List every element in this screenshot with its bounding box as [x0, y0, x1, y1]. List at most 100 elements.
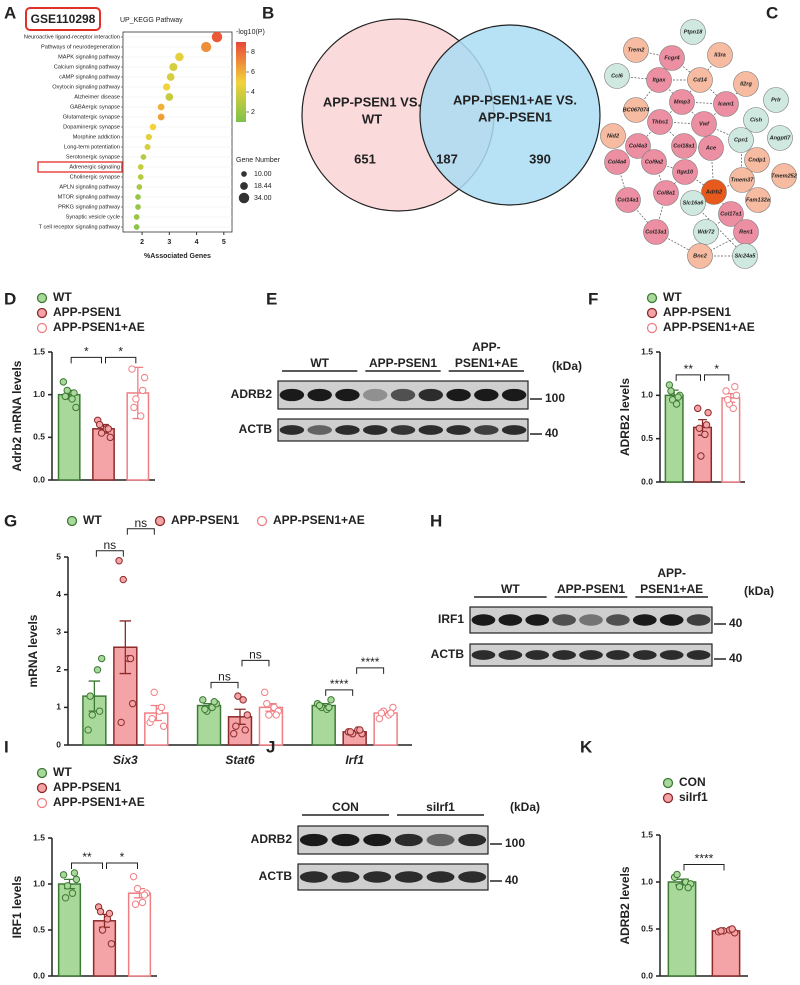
network-node-label: Prlr	[771, 97, 781, 103]
blot-band	[335, 425, 360, 435]
venn-set-label: APP-PSEN1	[478, 109, 552, 124]
unit-label: (kDa)	[552, 359, 582, 373]
dot	[145, 133, 153, 141]
data-point	[140, 373, 149, 382]
blot-band	[279, 425, 305, 435]
error-bar	[119, 620, 132, 675]
network-node-label: Icam1	[718, 101, 734, 107]
data-point	[272, 711, 280, 719]
data-point	[239, 696, 247, 704]
data-point	[138, 898, 147, 907]
dot	[135, 194, 141, 200]
y-tick-label: 2	[56, 664, 61, 674]
size-legend-label: 18.44	[254, 183, 272, 190]
data-point	[722, 387, 730, 395]
legend-marker	[662, 777, 674, 789]
data-point	[59, 378, 68, 386]
y-tick-label: 1.5	[641, 829, 653, 839]
network-node	[623, 37, 649, 63]
significance-bracket	[126, 528, 155, 535]
blot-band	[501, 388, 527, 402]
significance-label: ****	[695, 852, 714, 866]
legend-marker	[66, 515, 78, 527]
y-tick-label: 4	[56, 589, 61, 599]
significance-label: ****	[330, 677, 349, 691]
category-label: Pathways of neurodegeneration	[41, 44, 120, 50]
data-point	[119, 575, 127, 584]
data-point	[72, 875, 81, 884]
data-point	[138, 386, 147, 395]
network-node	[701, 179, 727, 205]
y-tick-label: 5	[56, 551, 61, 561]
data-point	[84, 726, 92, 734]
data-point	[126, 654, 135, 663]
data-point	[93, 666, 102, 674]
data-point	[667, 387, 675, 395]
blot-strip	[297, 825, 489, 855]
network-node-label: Angptl7	[769, 135, 792, 141]
data-point	[702, 421, 711, 429]
panel-label: K	[580, 737, 593, 756]
blot-row-label: ACTB	[239, 422, 273, 436]
color-tick-label: 4	[251, 89, 255, 96]
color-tick-label: 8	[251, 49, 255, 56]
category-label: Calcium signaling pathway	[54, 64, 120, 70]
blot-band	[426, 871, 455, 883]
network-node	[687, 67, 713, 93]
legend-marker	[36, 307, 48, 319]
dot	[157, 103, 165, 111]
x-tick-label: Irf1	[345, 753, 364, 767]
y-tick-label: 0.5	[33, 924, 45, 934]
data-point	[315, 701, 324, 710]
category-label: Glutamatergic synapse	[63, 114, 120, 120]
dot	[140, 154, 147, 160]
significance-bracket	[105, 356, 137, 364]
category-label: Long-term potentiation	[64, 144, 120, 150]
category-label: APLN signaling pathway	[59, 184, 120, 190]
blot-band	[394, 871, 423, 883]
y-tick-label: 0.0	[33, 474, 45, 484]
data-point	[98, 926, 107, 934]
network-node	[771, 163, 797, 189]
category-label: Neuroactive ligand-receptor interaction	[24, 34, 120, 40]
category-label: Serotonergic synapse	[66, 154, 120, 160]
data-point	[59, 871, 68, 879]
data-point	[327, 696, 335, 704]
data-point	[694, 404, 702, 413]
data-point	[241, 726, 249, 734]
data-point	[673, 870, 681, 879]
significance-label: ns	[218, 670, 231, 684]
data-point	[234, 692, 242, 700]
network-node-label: Col18a1	[673, 143, 694, 149]
data-point	[132, 395, 140, 403]
panel-label: D	[4, 289, 16, 308]
lane-group-label: APP-PSEN1	[557, 582, 625, 596]
network-node-label: Cd14	[693, 77, 708, 83]
y-tick-label: 0	[56, 739, 61, 749]
data-point	[243, 711, 251, 719]
color-tick-label: 6	[251, 69, 255, 76]
panel-label: E	[266, 289, 277, 308]
data-point	[72, 403, 80, 412]
significance-label: ****	[361, 655, 380, 669]
network-node	[641, 149, 667, 175]
network-node	[733, 71, 759, 97]
network-node-label: Slc24a5	[735, 253, 757, 259]
significance-label: *	[118, 345, 123, 359]
data-point	[672, 400, 681, 408]
legend-marker	[646, 292, 658, 304]
dot	[165, 93, 174, 101]
legend-label: WT	[83, 513, 102, 527]
size-legend-dot	[241, 171, 247, 177]
significance-label: *	[84, 345, 89, 359]
data-point	[263, 699, 271, 708]
venn-set-label: APP-PSEN1 VS.	[323, 94, 421, 109]
y-tick-label: 1.0	[641, 876, 653, 886]
blot-band	[299, 871, 328, 883]
y-axis-label: mRNA levels	[26, 614, 40, 687]
network-node	[671, 133, 697, 159]
size-legend-dot	[240, 182, 248, 190]
data-point	[732, 391, 741, 400]
data-point	[728, 925, 736, 933]
